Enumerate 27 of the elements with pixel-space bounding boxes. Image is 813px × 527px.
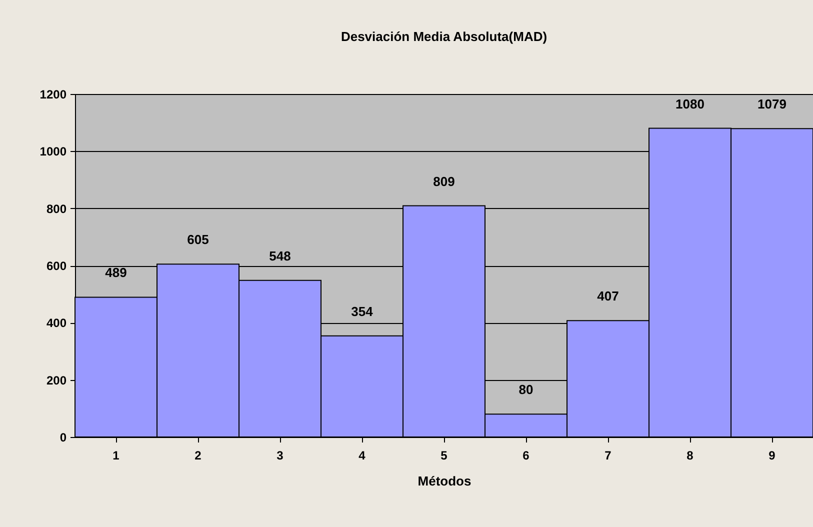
x-tick-label: 2 bbox=[194, 448, 202, 462]
data-label: 407 bbox=[597, 288, 619, 304]
chart-title: Desviación Media Absoluta(MAD) bbox=[340, 29, 548, 44]
x-axis-title: Métodos bbox=[418, 474, 472, 488]
x-tick-label: 1 bbox=[112, 448, 120, 462]
y-tick-label: 600 bbox=[46, 259, 67, 273]
data-label: 354 bbox=[351, 304, 374, 319]
data-label: 605 bbox=[187, 232, 209, 248]
x-tick-label: 7 bbox=[604, 448, 612, 462]
y-tick-label: 1200 bbox=[40, 88, 67, 102]
data-label: 1080 bbox=[676, 96, 704, 112]
y-tick-label: 800 bbox=[46, 202, 67, 216]
x-tick-label: 8 bbox=[686, 448, 694, 462]
x-tick-label: 9 bbox=[768, 448, 776, 462]
x-tick-label: 5 bbox=[440, 448, 448, 462]
y-tick-label: 0 bbox=[60, 430, 67, 444]
y-tick-label: 400 bbox=[46, 316, 67, 330]
y-tick-label: 1000 bbox=[40, 144, 67, 159]
y-tick-label: 200 bbox=[46, 373, 67, 388]
data-label: 489 bbox=[105, 265, 127, 280]
data-label: 548 bbox=[269, 248, 291, 264]
x-tick-label: 3 bbox=[276, 448, 284, 462]
data-label: 809 bbox=[433, 174, 455, 189]
x-tick-label: 4 bbox=[358, 448, 366, 462]
x-tick-label: 6 bbox=[522, 448, 530, 462]
data-label: 80 bbox=[518, 382, 534, 398]
data-label: 1079 bbox=[758, 96, 786, 112]
